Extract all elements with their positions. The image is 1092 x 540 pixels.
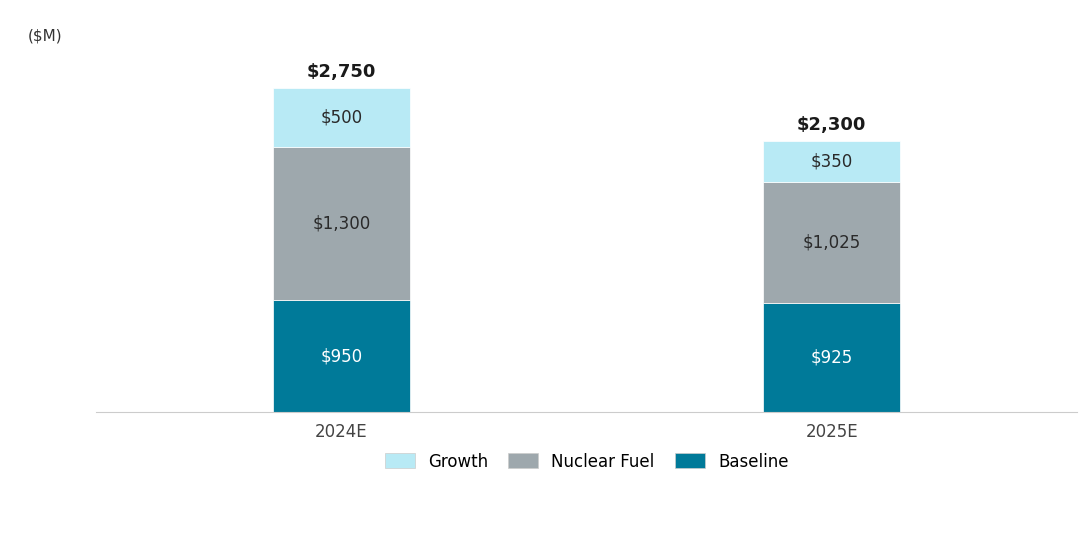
Bar <box>273 300 410 413</box>
Text: $925: $925 <box>810 349 853 367</box>
Text: ($M): ($M) <box>27 28 62 43</box>
Text: $500: $500 <box>320 109 363 126</box>
Bar <box>763 303 901 413</box>
Text: $350: $350 <box>810 153 853 171</box>
Bar <box>763 183 901 303</box>
Text: $2,750: $2,750 <box>307 63 376 82</box>
Text: $2,300: $2,300 <box>797 117 866 134</box>
Bar <box>763 141 901 183</box>
Bar <box>273 88 410 147</box>
Text: $1,025: $1,025 <box>803 234 860 252</box>
Text: $950: $950 <box>320 347 363 366</box>
Text: $1,300: $1,300 <box>312 214 370 233</box>
Legend: Growth, Nuclear Fuel, Baseline: Growth, Nuclear Fuel, Baseline <box>378 446 795 477</box>
Bar <box>273 147 410 300</box>
